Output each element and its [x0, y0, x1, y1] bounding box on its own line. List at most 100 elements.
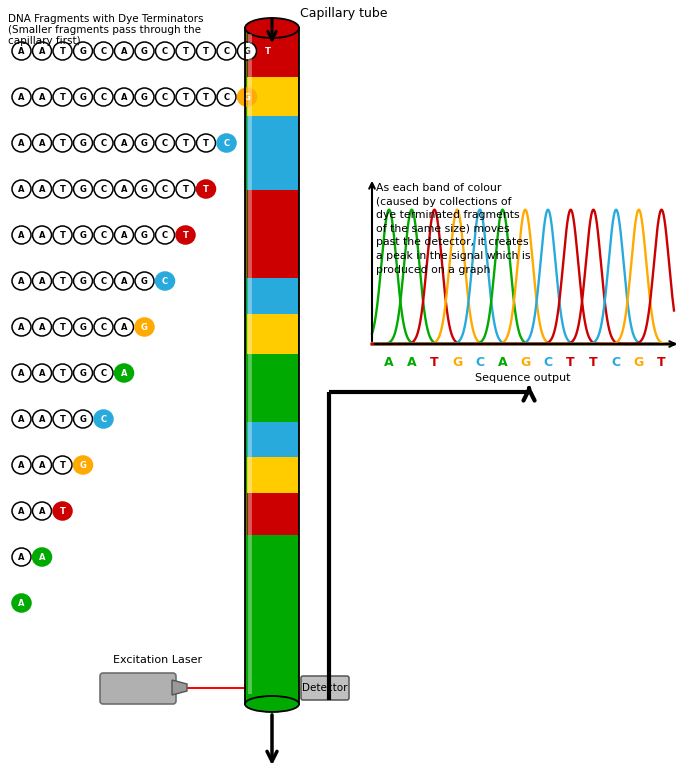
Text: Sequence output: Sequence output: [475, 373, 571, 383]
Text: T: T: [59, 276, 66, 286]
Ellipse shape: [12, 548, 31, 566]
Ellipse shape: [156, 134, 174, 152]
Text: A: A: [18, 460, 24, 469]
Ellipse shape: [12, 318, 31, 336]
Text: T: T: [59, 460, 66, 469]
Text: T: T: [59, 507, 66, 515]
Ellipse shape: [176, 226, 195, 244]
Text: A: A: [39, 323, 45, 331]
Text: A: A: [121, 47, 127, 56]
Ellipse shape: [197, 180, 216, 198]
Text: C: C: [475, 355, 484, 369]
Ellipse shape: [33, 226, 52, 244]
Text: T: T: [430, 355, 439, 369]
Bar: [246, 77, 297, 116]
Text: G: G: [80, 230, 87, 240]
Ellipse shape: [94, 226, 113, 244]
Text: T: T: [183, 230, 188, 240]
Ellipse shape: [135, 318, 154, 336]
Ellipse shape: [176, 134, 195, 152]
Ellipse shape: [12, 594, 31, 612]
Ellipse shape: [94, 364, 113, 382]
Ellipse shape: [73, 88, 93, 106]
Text: C: C: [162, 92, 168, 102]
Ellipse shape: [53, 456, 72, 474]
Ellipse shape: [94, 180, 113, 198]
Text: G: G: [80, 185, 87, 193]
Ellipse shape: [73, 226, 93, 244]
Ellipse shape: [12, 502, 31, 520]
Ellipse shape: [73, 42, 93, 60]
Ellipse shape: [114, 134, 133, 152]
Text: A: A: [121, 138, 127, 147]
Bar: [246, 354, 297, 422]
Text: T: T: [265, 47, 270, 56]
Text: A: A: [121, 230, 127, 240]
Text: A: A: [39, 414, 45, 424]
Text: A: A: [39, 369, 45, 377]
Ellipse shape: [33, 456, 52, 474]
Text: T: T: [59, 323, 66, 331]
Ellipse shape: [135, 180, 154, 198]
Bar: [246, 586, 297, 704]
Ellipse shape: [114, 272, 133, 290]
Ellipse shape: [176, 42, 195, 60]
Text: A: A: [18, 92, 24, 102]
Ellipse shape: [176, 88, 195, 106]
Ellipse shape: [33, 318, 52, 336]
Bar: [246, 165, 297, 190]
Ellipse shape: [73, 272, 93, 290]
Text: T: T: [203, 47, 209, 56]
Text: C: C: [611, 355, 621, 369]
Text: C: C: [101, 276, 107, 286]
FancyBboxPatch shape: [301, 676, 349, 700]
Bar: [246, 314, 297, 354]
Text: G: G: [141, 276, 148, 286]
Text: G: G: [634, 355, 644, 369]
Text: capillary first): capillary first): [8, 36, 81, 46]
Text: A: A: [18, 414, 24, 424]
Text: As each band of colour
(caused by collections of
dye terminated fragments
of the: As each band of colour (caused by collec…: [376, 183, 530, 275]
Text: A: A: [18, 369, 24, 377]
Text: A: A: [18, 598, 24, 608]
Text: T: T: [183, 138, 188, 147]
Text: C: C: [101, 230, 107, 240]
Bar: [246, 243, 297, 278]
Text: A: A: [121, 323, 127, 331]
Bar: [246, 190, 297, 243]
Ellipse shape: [135, 88, 154, 106]
Ellipse shape: [73, 364, 93, 382]
Ellipse shape: [73, 410, 93, 428]
Text: A: A: [121, 369, 127, 377]
Text: A: A: [39, 276, 45, 286]
Ellipse shape: [73, 134, 93, 152]
Text: A: A: [18, 230, 24, 240]
Text: C: C: [162, 185, 168, 193]
Ellipse shape: [73, 318, 93, 336]
Text: G: G: [141, 138, 148, 147]
Ellipse shape: [53, 88, 72, 106]
Text: G: G: [80, 276, 87, 286]
Ellipse shape: [53, 180, 72, 198]
Text: C: C: [101, 138, 107, 147]
Ellipse shape: [33, 42, 52, 60]
Ellipse shape: [12, 180, 31, 198]
Ellipse shape: [12, 226, 31, 244]
Ellipse shape: [73, 180, 93, 198]
Text: G: G: [80, 138, 87, 147]
Text: G: G: [80, 323, 87, 331]
Ellipse shape: [197, 88, 216, 106]
Text: C: C: [101, 92, 107, 102]
Text: T: T: [566, 355, 575, 369]
Ellipse shape: [33, 134, 52, 152]
Ellipse shape: [53, 226, 72, 244]
Ellipse shape: [217, 134, 236, 152]
Text: C: C: [223, 92, 230, 102]
Ellipse shape: [53, 502, 72, 520]
Ellipse shape: [53, 134, 72, 152]
Text: G: G: [80, 414, 87, 424]
Text: T: T: [183, 185, 188, 193]
Ellipse shape: [33, 180, 52, 198]
Text: A: A: [18, 276, 24, 286]
Text: G: G: [141, 185, 148, 193]
